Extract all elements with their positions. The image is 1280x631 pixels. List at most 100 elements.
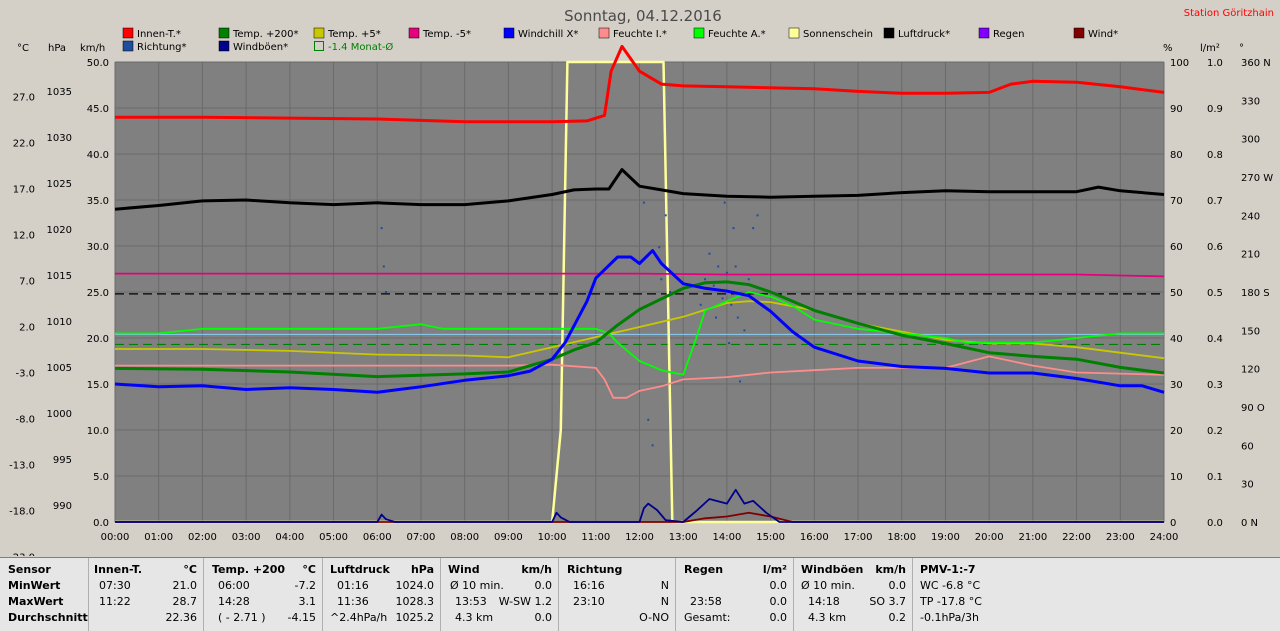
tick-degree: 180 S <box>1241 288 1270 299</box>
plot-grid <box>114 61 1165 523</box>
tick-hpa: 1000 <box>47 409 72 420</box>
unit-lm2: l/m² <box>1200 43 1220 54</box>
series-line-sonnenschein <box>115 60 1164 524</box>
legend-label: Regen <box>993 29 1025 40</box>
stats-label-min: MinWert <box>8 579 61 592</box>
tick-time: 24:00 <box>1150 532 1179 543</box>
legend-item: Sonnenschein <box>788 27 873 40</box>
stats-temp200-unit: °C <box>302 563 316 576</box>
legend-swatch <box>598 27 610 39</box>
tick-lm2: 0.7 <box>1207 196 1223 207</box>
legend-swatch <box>122 40 134 52</box>
stats-wind-title: Wind <box>448 563 480 576</box>
weather-chart: Sonntag, 04.12.2016 Station Göritzhain I… <box>9 7 1274 556</box>
series-line-temp-5- <box>115 272 1165 278</box>
stats-richtung-avg-value: O-NO <box>639 611 669 624</box>
stats-luftdruck-max-value: 1028.3 <box>395 595 435 608</box>
stats-windboeen-unit: km/h <box>875 563 906 576</box>
legend-swatch <box>883 27 895 39</box>
stats-windboeen-distance: 4.3 km <box>808 611 847 624</box>
tick-lm2: 0.2 <box>1207 426 1223 437</box>
tick-percent: 50 <box>1170 288 1183 299</box>
tick-time: 05:00 <box>319 532 348 543</box>
direction-point <box>658 246 661 249</box>
stats-luftdruck-unit: hPa <box>410 563 434 576</box>
tick-time: 03:00 <box>232 532 261 543</box>
station-name: Station Göritzhain <box>1184 8 1274 19</box>
direction-point <box>647 418 650 421</box>
legend-item: Luftdruck* <box>883 27 950 40</box>
tick-kmh: 20.0 <box>87 334 109 345</box>
legend-label: Feuchte A.* <box>708 29 766 40</box>
legend-item: Richtung* <box>122 40 187 53</box>
tick-celsius: 7.0 <box>19 277 35 288</box>
tick-lm2: 0.6 <box>1207 242 1223 253</box>
tick-celsius: -8.0 <box>15 415 35 426</box>
tick-degree: 330 <box>1241 96 1260 107</box>
legend-swatch <box>408 27 420 39</box>
legend-item: Feuchte I.* <box>598 27 667 40</box>
stats-temp200-min-value: -7.2 <box>294 579 316 592</box>
legend-label: -1.4 Monat-Ø <box>328 41 393 53</box>
legend-label: Richtung* <box>137 42 187 53</box>
tick-hpa: 1030 <box>47 133 72 144</box>
tick-hpa: 995 <box>53 455 72 466</box>
legend-swatch <box>218 27 230 39</box>
stats-temp200-min-time: 06:00 <box>218 579 250 592</box>
axis-ticks: 27.0 22.0 17.0 12.0 7.0 2.0 -3.0 -8.0 -13.0 -18.0… <box>9 58 1273 556</box>
stats-temp200-title: Temp. +200 <box>212 563 286 576</box>
tick-hpa: 1025 <box>47 179 72 190</box>
direction-point <box>714 316 717 319</box>
stats-regen-total-value: 0.0 <box>769 611 788 624</box>
legend-swatch <box>218 40 230 52</box>
legend-swatch <box>693 27 705 39</box>
tick-hpa: 1005 <box>47 363 72 374</box>
legend-label: Temp. +200* <box>232 29 298 40</box>
stats-luftdruck-max-time: 11:36 <box>337 595 369 608</box>
legend-item: Windchill X* <box>503 27 578 40</box>
tick-percent: 100 <box>1170 58 1189 69</box>
stats-temp200-max-value: 3.1 <box>298 595 317 608</box>
direction-point <box>730 303 733 306</box>
reference-lines <box>115 293 1164 346</box>
tick-celsius: -18.0 <box>9 507 35 518</box>
direction-point <box>708 252 711 255</box>
tick-celsius: 12.0 <box>13 231 35 242</box>
tick-time: 09:00 <box>494 532 523 543</box>
tick-time: 20:00 <box>975 532 1004 543</box>
series-layer <box>114 44 1165 524</box>
tick-time: 11:00 <box>581 532 610 543</box>
stats-regen-min-value: 0.0 <box>769 579 788 592</box>
stats-label-max: MaxWert <box>8 595 64 608</box>
direction-point <box>717 265 720 268</box>
direction-point <box>651 444 654 447</box>
tick-time: 02:00 <box>188 532 217 543</box>
stats-innen-title: Innen-T. <box>94 563 143 576</box>
tick-lm2: 0.9 <box>1207 104 1223 115</box>
stats-regen-total-label: Gesamt: <box>684 611 731 624</box>
tick-celsius: 22.0 <box>13 139 35 150</box>
direction-point <box>734 265 737 268</box>
tick-time: 00:00 <box>101 532 130 543</box>
stats-wind-unit: km/h <box>521 563 552 576</box>
tick-lm2: 0.3 <box>1207 380 1223 391</box>
series-line-luftdruck- <box>114 168 1165 211</box>
tick-percent: 70 <box>1170 196 1183 207</box>
stats-innen-max-value: 28.7 <box>172 595 198 608</box>
stats-regen-column: Regen l/m² 23:58 0.0 0.0 Gesamt: 0.0 <box>676 558 794 631</box>
stats-wind-column: Wind km/h Ø 10 min. 0.0 13:53 W-SW 1.2 4.3 … <box>441 558 559 631</box>
tick-time: 12:00 <box>625 532 654 543</box>
tick-time: 08:00 <box>450 532 479 543</box>
stats-richtung-min-time: 16:16 <box>573 579 605 592</box>
tick-hpa: 1010 <box>47 317 72 328</box>
direction-point <box>642 201 645 204</box>
stats-luftdruck-avg-value: 1025.2 <box>395 611 435 624</box>
legend-label: Luftdruck* <box>898 29 950 40</box>
legend-label: Innen-T.* <box>137 29 181 40</box>
unit-hpa: hPa <box>48 43 66 54</box>
stats-innen-column: Innen-T. °C 07:30 21.0 11:22 28.7 22.36 <box>89 558 204 631</box>
tick-time: 06:00 <box>363 532 392 543</box>
tick-kmh: 35.0 <box>87 196 109 207</box>
tick-time: 10:00 <box>538 532 567 543</box>
direction-point <box>712 284 715 287</box>
